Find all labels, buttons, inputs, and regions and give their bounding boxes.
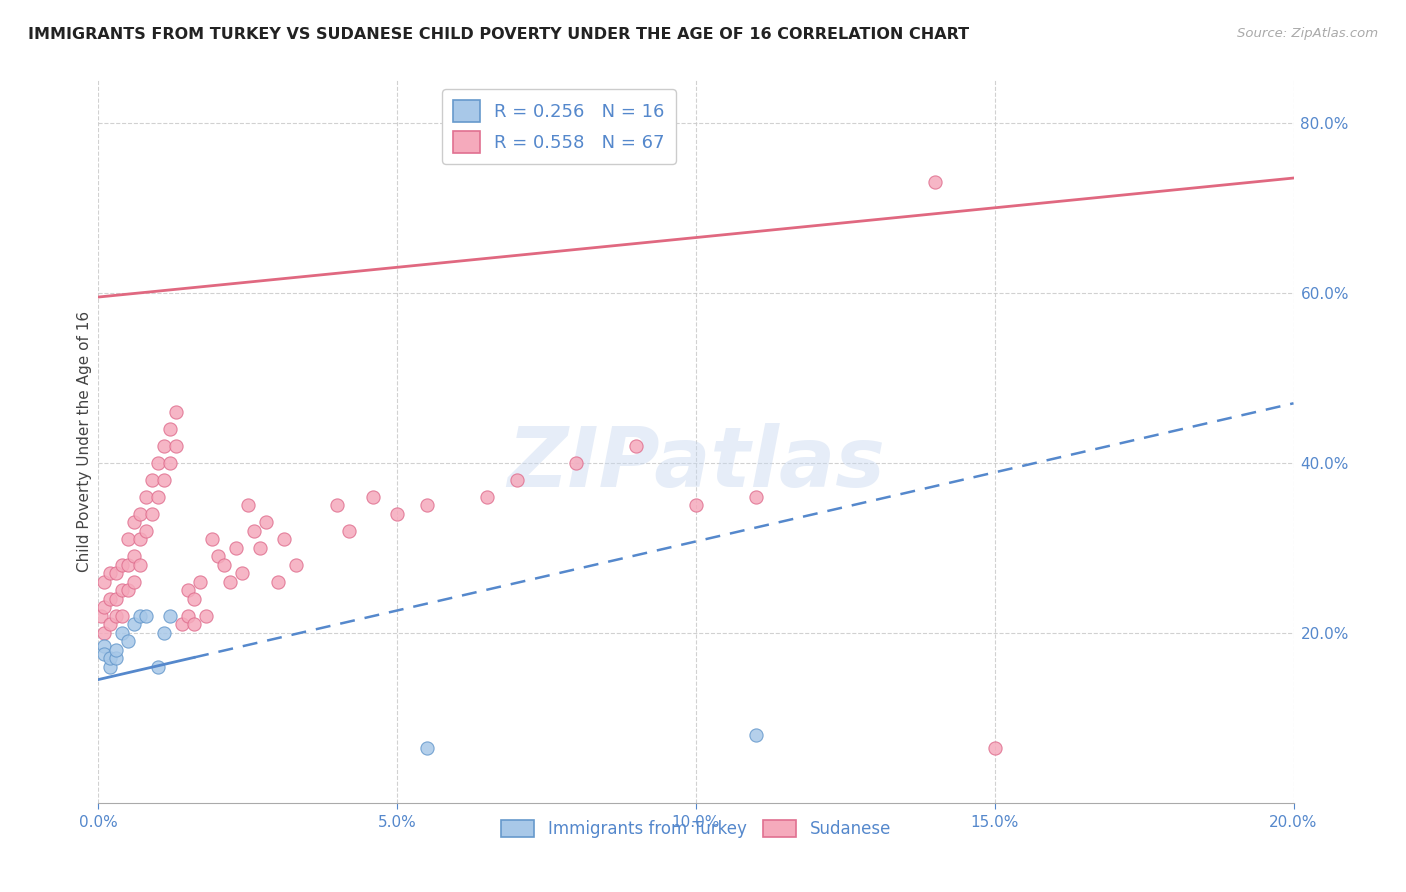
Point bbox=[117, 558, 139, 572]
Point bbox=[159, 608, 181, 623]
Point bbox=[236, 498, 259, 512]
Point bbox=[984, 740, 1007, 755]
Point bbox=[124, 549, 146, 564]
Point bbox=[135, 608, 157, 623]
Point bbox=[685, 498, 707, 512]
Point bbox=[385, 507, 409, 521]
Point bbox=[626, 439, 648, 453]
Point bbox=[141, 507, 163, 521]
Point bbox=[124, 617, 146, 632]
Point bbox=[159, 456, 181, 470]
Point bbox=[177, 583, 200, 598]
Point bbox=[183, 591, 205, 606]
Point bbox=[745, 728, 768, 742]
Point bbox=[339, 524, 361, 538]
Point bbox=[326, 498, 349, 512]
Point bbox=[98, 617, 122, 632]
Point bbox=[212, 558, 235, 572]
Point bbox=[225, 541, 247, 555]
Point bbox=[475, 490, 498, 504]
Point bbox=[111, 608, 134, 623]
Point bbox=[124, 574, 146, 589]
Point bbox=[111, 625, 134, 640]
Point bbox=[201, 533, 224, 547]
Point bbox=[416, 498, 439, 512]
Point bbox=[93, 574, 115, 589]
Point bbox=[165, 405, 187, 419]
Point bbox=[135, 524, 157, 538]
Point bbox=[129, 558, 152, 572]
Point bbox=[159, 422, 181, 436]
Point bbox=[90, 608, 112, 623]
Point bbox=[117, 634, 139, 648]
Text: ZIPatlas: ZIPatlas bbox=[508, 423, 884, 504]
Point bbox=[98, 591, 122, 606]
Point bbox=[124, 516, 146, 530]
Point bbox=[129, 507, 152, 521]
Point bbox=[148, 456, 170, 470]
Point bbox=[153, 439, 176, 453]
Point bbox=[105, 591, 128, 606]
Point bbox=[93, 600, 115, 615]
Y-axis label: Child Poverty Under the Age of 16: Child Poverty Under the Age of 16 bbox=[77, 311, 91, 572]
Point bbox=[153, 625, 176, 640]
Point bbox=[148, 490, 170, 504]
Point bbox=[129, 608, 152, 623]
Point bbox=[363, 490, 385, 504]
Point bbox=[148, 660, 170, 674]
Point bbox=[105, 642, 128, 657]
Point bbox=[117, 533, 139, 547]
Point bbox=[105, 651, 128, 665]
Point bbox=[231, 566, 253, 581]
Point bbox=[93, 647, 115, 661]
Point bbox=[98, 660, 122, 674]
Point bbox=[506, 473, 529, 487]
Point bbox=[924, 175, 946, 189]
Point bbox=[254, 516, 277, 530]
Point bbox=[153, 473, 176, 487]
Point bbox=[249, 541, 271, 555]
Point bbox=[267, 574, 290, 589]
Point bbox=[207, 549, 229, 564]
Point bbox=[117, 583, 139, 598]
Point bbox=[98, 651, 122, 665]
Point bbox=[165, 439, 187, 453]
Point bbox=[93, 625, 115, 640]
Point bbox=[416, 740, 439, 755]
Point bbox=[219, 574, 242, 589]
Point bbox=[195, 608, 218, 623]
Point bbox=[105, 566, 128, 581]
Point bbox=[135, 490, 157, 504]
Point bbox=[177, 608, 200, 623]
Point bbox=[111, 558, 134, 572]
Point bbox=[273, 533, 295, 547]
Point bbox=[284, 558, 307, 572]
Point bbox=[745, 490, 768, 504]
Point bbox=[129, 533, 152, 547]
Legend: Immigrants from Turkey, Sudanese: Immigrants from Turkey, Sudanese bbox=[494, 814, 898, 845]
Point bbox=[141, 473, 163, 487]
Point bbox=[93, 639, 115, 653]
Point bbox=[105, 608, 128, 623]
Point bbox=[188, 574, 211, 589]
Text: IMMIGRANTS FROM TURKEY VS SUDANESE CHILD POVERTY UNDER THE AGE OF 16 CORRELATION: IMMIGRANTS FROM TURKEY VS SUDANESE CHILD… bbox=[28, 27, 969, 42]
Point bbox=[183, 617, 205, 632]
Point bbox=[98, 566, 122, 581]
Point bbox=[172, 617, 194, 632]
Text: Source: ZipAtlas.com: Source: ZipAtlas.com bbox=[1237, 27, 1378, 40]
Point bbox=[111, 583, 134, 598]
Point bbox=[565, 456, 588, 470]
Point bbox=[243, 524, 266, 538]
